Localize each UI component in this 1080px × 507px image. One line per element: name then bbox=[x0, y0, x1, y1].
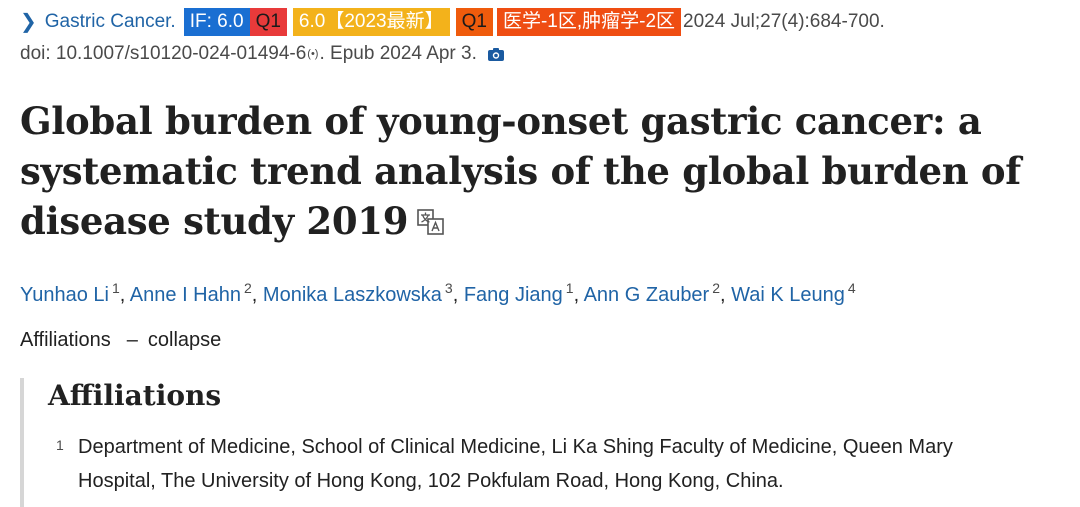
quartile-badge: Q1 bbox=[249, 8, 287, 36]
affiliations-toggle[interactable]: Affiliations – collapse bbox=[20, 329, 1060, 352]
author-link[interactable]: Wai K Leung bbox=[731, 284, 845, 306]
translate-icon[interactable] bbox=[416, 198, 446, 248]
author-affiliation-ref[interactable]: 4 bbox=[847, 280, 856, 296]
latest-if-badge: 6.0【2023最新】 bbox=[292, 8, 450, 36]
minus-icon[interactable]: – bbox=[126, 329, 138, 351]
quartile-badge-secondary: Q1 bbox=[455, 8, 493, 36]
title-text: Global burden of young-onset gastric can… bbox=[20, 99, 1021, 243]
author-affiliation-ref[interactable]: 2 bbox=[712, 280, 721, 296]
author-link[interactable]: Anne I Hahn bbox=[129, 284, 241, 306]
doi-text[interactable]: doi: 10.1007/s10120-024-01494-6 bbox=[20, 43, 307, 64]
impact-factor-badge: IF: 6.0 bbox=[183, 8, 250, 36]
author-affiliation-ref[interactable]: 3 bbox=[444, 280, 453, 296]
author-link[interactable]: Ann G Zauber bbox=[583, 284, 710, 306]
camera-icon[interactable] bbox=[487, 47, 505, 62]
affiliations-toggle-label[interactable]: Affiliations bbox=[20, 329, 111, 351]
radio-waves-icon: (•) bbox=[307, 48, 319, 60]
affiliations-panel: Affiliations 1 Department of Medicine, S… bbox=[20, 378, 1060, 507]
author-affiliation-ref[interactable]: 1 bbox=[111, 280, 120, 296]
citation-line: ❯ Gastric Cancer. IF: 6.0 Q1 6.0【2023最新】 Q1… bbox=[20, 6, 1060, 38]
author-link[interactable]: Yunhao Li bbox=[20, 284, 109, 306]
affiliation-item: 1 Department of Medicine, School of Clin… bbox=[48, 430, 1060, 498]
collapse-link[interactable]: collapse bbox=[147, 329, 222, 351]
doi-line: doi: 10.1007/s10120-024-01494-6 (•) . Ep… bbox=[20, 38, 1060, 70]
affiliations-heading: Affiliations bbox=[48, 379, 222, 412]
author-link[interactable]: Fang Jiang bbox=[463, 284, 563, 306]
author-affiliation-ref[interactable]: 1 bbox=[565, 280, 574, 296]
affiliation-text: Department of Medicine, School of Clinic… bbox=[78, 436, 953, 492]
date-volume: 2024 Jul;27(4):684-700. bbox=[683, 11, 885, 32]
page-title: Global burden of young-onset gastric can… bbox=[20, 96, 1060, 248]
affiliation-number: 1 bbox=[56, 437, 64, 453]
zone-badge: 医学-1区,肿瘤学-2区 bbox=[496, 8, 682, 36]
author-affiliation-ref[interactable]: 2 bbox=[244, 280, 252, 296]
chevron-right-icon[interactable]: ❯ bbox=[20, 11, 37, 33]
journal-link[interactable]: Gastric Cancer. bbox=[44, 11, 176, 32]
author-list: Yunhao Li 1, Anne I Hahn 2, Monika Laszkow… bbox=[20, 280, 856, 306]
epub-date: . Epub 2024 Apr 3. bbox=[319, 43, 477, 64]
author-link[interactable]: Monika Laszkowska bbox=[262, 284, 442, 306]
